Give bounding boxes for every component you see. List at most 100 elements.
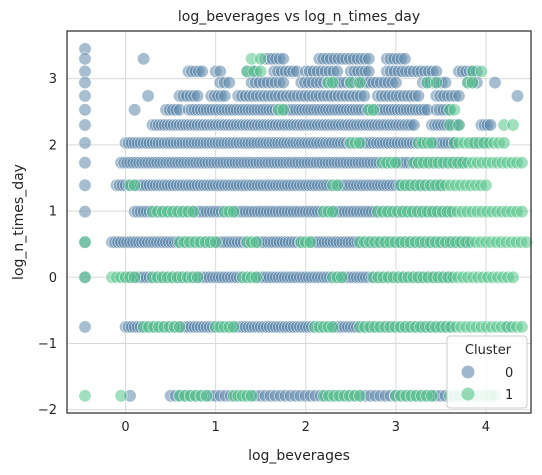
data-point — [407, 118, 421, 132]
data-point — [276, 103, 290, 117]
tick-labels: 0 1 2 3 4 −2 −1 0 1 2 3 — [38, 72, 490, 435]
x-tick-label: 3 — [392, 420, 400, 435]
data-point — [479, 178, 493, 192]
data-point — [78, 320, 92, 334]
data-point — [515, 205, 529, 219]
data-point — [78, 89, 92, 103]
data-point — [389, 76, 403, 90]
data-point — [303, 235, 317, 249]
data-points — [78, 42, 533, 403]
data-point — [483, 118, 497, 132]
legend: Cluster 0 1 — [446, 335, 528, 409]
data-point — [191, 270, 205, 284]
data-point — [276, 52, 290, 66]
data-point — [222, 76, 236, 90]
data-point — [506, 118, 520, 132]
data-point — [128, 270, 142, 284]
data-point — [245, 389, 259, 403]
data-point — [78, 136, 92, 150]
y-tick-label: 0 — [49, 271, 57, 286]
x-tick-label: 4 — [482, 420, 490, 435]
data-point — [398, 52, 412, 66]
data-point — [452, 89, 466, 103]
x-tick-label: 1 — [212, 420, 220, 435]
data-point — [200, 389, 214, 403]
data-point — [78, 178, 92, 192]
data-point — [78, 52, 92, 66]
data-point — [353, 389, 367, 403]
y-tick-label: −1 — [38, 337, 57, 352]
data-point — [411, 89, 425, 103]
data-point — [128, 103, 142, 117]
legend-marker-0 — [461, 365, 475, 379]
data-point — [78, 156, 92, 170]
legend-label-1: 1 — [505, 388, 513, 403]
data-point — [78, 270, 92, 284]
data-point — [326, 76, 340, 90]
data-point — [506, 270, 520, 284]
data-point — [78, 76, 92, 90]
data-point — [474, 64, 488, 78]
data-point — [78, 205, 92, 219]
data-point — [186, 205, 200, 219]
data-point — [249, 270, 263, 284]
y-tick-label: 3 — [49, 72, 57, 87]
data-point — [357, 89, 371, 103]
data-point — [515, 156, 529, 170]
data-point — [78, 118, 92, 132]
series-1 — [78, 52, 533, 403]
y-tick-label: −2 — [38, 403, 57, 418]
data-point — [330, 64, 344, 78]
data-point — [78, 103, 92, 117]
data-point — [425, 389, 439, 403]
data-point — [191, 89, 205, 103]
data-point — [227, 205, 241, 219]
data-point — [353, 136, 367, 150]
data-point — [497, 136, 511, 150]
y-axis-title: log_n_times_day — [11, 164, 27, 280]
x-tick-label: 0 — [121, 420, 129, 435]
plot-frame — [66, 30, 532, 414]
y-tick-label: 2 — [49, 138, 57, 153]
data-point — [335, 270, 349, 284]
data-point — [326, 320, 340, 334]
data-point — [195, 64, 209, 78]
data-point — [218, 89, 232, 103]
data-point — [276, 76, 290, 90]
data-point — [488, 76, 502, 90]
y-tick-label: 1 — [49, 205, 57, 220]
data-point — [510, 89, 524, 103]
data-point — [362, 52, 376, 66]
data-point — [425, 136, 439, 150]
data-point — [78, 389, 92, 403]
data-point — [114, 389, 128, 403]
legend-label-0: 0 — [505, 366, 513, 381]
data-point — [227, 320, 241, 334]
legend-marker-1 — [461, 387, 475, 401]
data-point — [362, 64, 376, 78]
data-point — [447, 103, 461, 117]
x-tick-label: 2 — [302, 420, 310, 435]
data-point — [254, 64, 268, 78]
data-point — [326, 205, 340, 219]
data-point — [141, 89, 155, 103]
data-point — [173, 320, 187, 334]
data-point — [137, 52, 151, 66]
data-point — [515, 320, 529, 334]
data-point — [330, 178, 344, 192]
data-point — [128, 178, 142, 192]
legend-title: Cluster — [465, 343, 512, 358]
data-point — [78, 235, 92, 249]
data-point — [353, 76, 367, 90]
data-point — [429, 76, 443, 90]
data-point — [465, 76, 479, 90]
data-point — [366, 103, 380, 117]
data-point — [254, 52, 268, 66]
data-point — [389, 156, 403, 170]
chart-title: log_beverages vs log_n_times_day — [178, 9, 420, 25]
x-axis-title: log_beverages — [248, 448, 350, 464]
data-point — [519, 235, 533, 249]
data-point — [209, 235, 223, 249]
data-point — [249, 235, 263, 249]
